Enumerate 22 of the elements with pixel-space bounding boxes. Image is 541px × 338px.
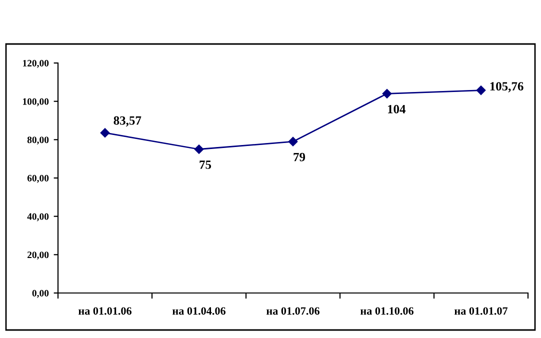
y-tick-label: 100,00: [23, 98, 49, 106]
x-tick-label: на 01.01.06: [78, 307, 132, 315]
point: [382, 89, 392, 98]
y-tick-label: 60,00: [27, 174, 49, 183]
data-label: 79: [294, 152, 306, 162]
x-tick-label: на 01.10.06: [360, 307, 414, 315]
data-label: 75: [200, 160, 212, 169]
point: [194, 144, 204, 154]
y-tick-label: 80,00: [27, 136, 49, 145]
y-tick-label: 120,00: [23, 60, 49, 68]
y-tick-label: 40,00: [27, 213, 49, 222]
x-tick-label: на 01.04.06: [172, 307, 226, 315]
data-label: 83,57: [114, 116, 142, 127]
point: [100, 128, 110, 138]
data-label: 105,76: [490, 82, 524, 92]
y-tick-label: 0,00: [32, 290, 49, 298]
point: [288, 136, 298, 146]
x-tick-label: на 01.07.06: [266, 307, 320, 315]
data-label: 104: [388, 104, 406, 114]
x-tick-label: на 01.01.07: [454, 307, 508, 315]
point: [476, 86, 486, 95]
y-tick-label: 20,00: [28, 252, 49, 260]
